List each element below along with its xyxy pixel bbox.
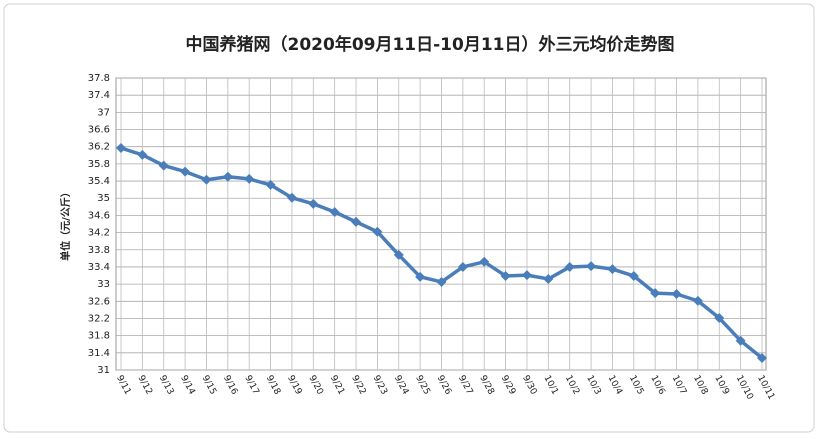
marker (607, 264, 618, 275)
marker (137, 149, 148, 160)
marker (393, 249, 404, 260)
y-tick-label: 32.6 (88, 296, 110, 307)
marker (586, 261, 597, 272)
y-tick-label: 33.4 (88, 262, 110, 273)
y-tick-label: 33 (97, 279, 110, 290)
marker (714, 313, 725, 324)
y-tick-label: 35.8 (88, 159, 110, 170)
y-tick-label: 37.4 (88, 90, 110, 101)
marker (329, 206, 340, 217)
marker (757, 352, 767, 363)
marker (564, 261, 575, 272)
marker (244, 173, 255, 184)
marker (436, 276, 447, 287)
marker (521, 270, 532, 281)
marker (308, 198, 319, 209)
marker (158, 160, 169, 171)
marker (671, 288, 682, 299)
marker (415, 271, 426, 282)
marker (735, 335, 746, 346)
marker (265, 179, 276, 190)
y-tick-label: 33.8 (88, 245, 110, 256)
chart-title: 中国养猪网（2020年09月11日-10月11日）外三元均价走势图 (186, 34, 675, 55)
marker (180, 166, 191, 177)
y-tick-label: 31.8 (88, 331, 110, 342)
y-tick-label: 36.2 (88, 142, 110, 153)
y-tick-label: 34.6 (88, 210, 110, 221)
y-tick-label: 34.2 (88, 228, 110, 239)
marker (479, 256, 490, 267)
y-tick-label: 32.2 (88, 313, 110, 324)
marker (222, 171, 233, 182)
marker (116, 142, 126, 153)
y-axis-label: 单位（元/公斤） (59, 187, 72, 261)
marker (650, 288, 661, 299)
marker (351, 216, 362, 227)
y-tick-label: 31.4 (88, 348, 110, 359)
y-tick-label: 35.4 (88, 176, 110, 187)
marker (372, 226, 383, 237)
marker (628, 270, 639, 281)
marker (692, 295, 703, 306)
y-tick-label: 31 (97, 365, 110, 376)
marker (286, 192, 297, 203)
plot-area (115, 77, 767, 371)
y-tick-label: 37.8 (88, 73, 110, 84)
marker (500, 270, 511, 281)
y-tick-label: 36.6 (88, 125, 110, 136)
marker (201, 174, 212, 185)
y-tick-label: 35 (97, 193, 110, 204)
marker (543, 273, 554, 284)
y-tick-label: 37 (97, 107, 110, 118)
marker (457, 261, 468, 272)
